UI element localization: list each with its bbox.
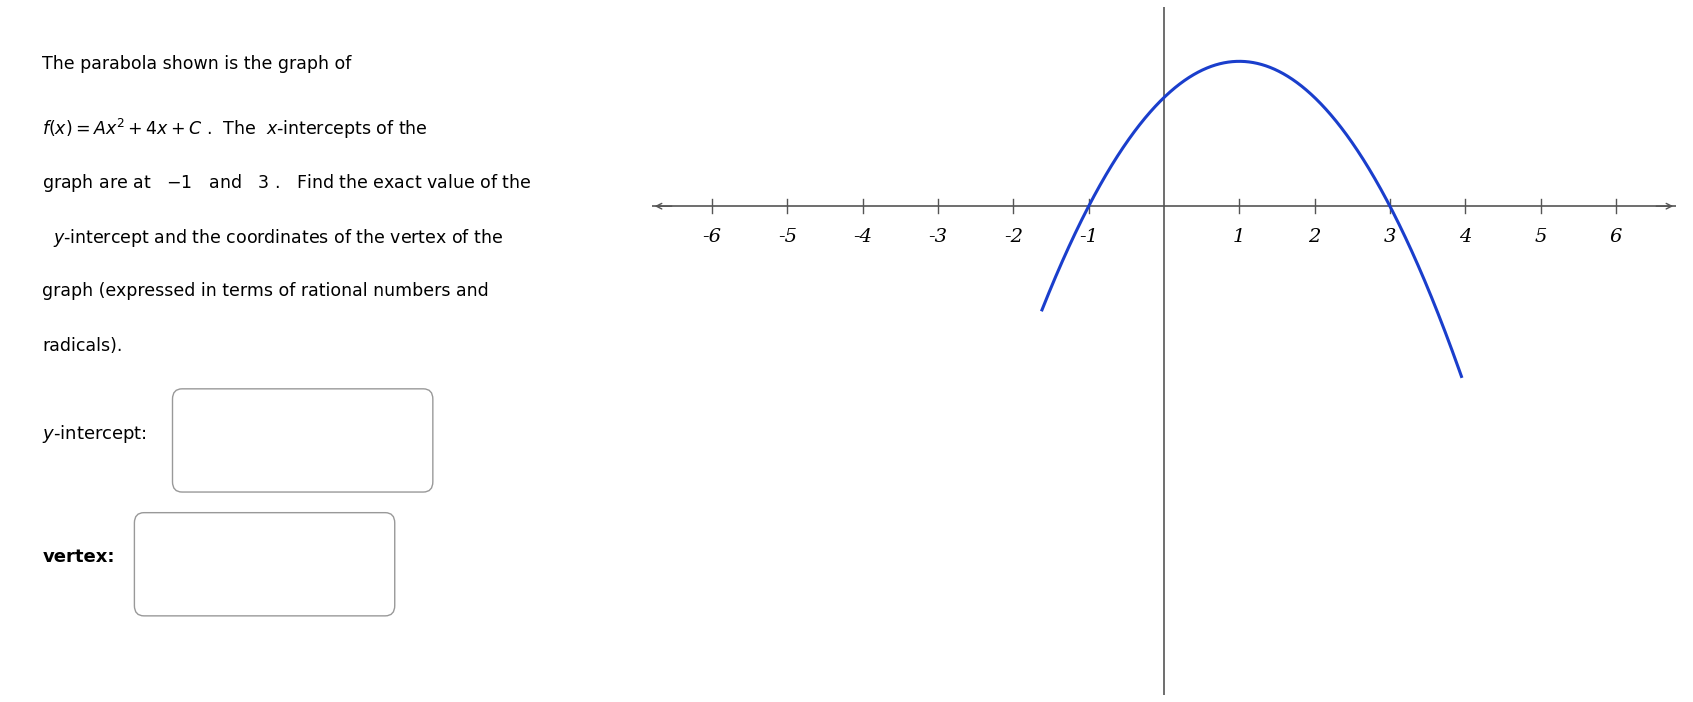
Text: -2: -2 <box>1004 228 1023 246</box>
Text: -1: -1 <box>1078 228 1099 246</box>
Text: $y$-intercept and the coordinates of the vertex of the: $y$-intercept and the coordinates of the… <box>42 227 503 249</box>
Text: $y$-intercept:: $y$-intercept: <box>42 423 147 444</box>
Text: radicals).: radicals). <box>42 337 122 355</box>
Text: graph are at   $-1$   and   $3$ .   Find the exact value of the: graph are at $-1$ and $3$ . Find the exa… <box>42 172 532 194</box>
Text: 3: 3 <box>1383 228 1397 246</box>
Text: 6: 6 <box>1610 228 1622 246</box>
Text: -3: -3 <box>928 228 948 246</box>
Text: 5: 5 <box>1534 228 1547 246</box>
Text: -4: -4 <box>853 228 872 246</box>
Text: vertex:: vertex: <box>42 548 115 567</box>
Text: -6: -6 <box>703 228 721 246</box>
Text: 4: 4 <box>1459 228 1471 246</box>
Text: 1: 1 <box>1233 228 1246 246</box>
FancyBboxPatch shape <box>134 512 394 616</box>
Text: $f(x) = Ax^2 + 4x + C$ .  The  $x$-intercepts of the: $f(x) = Ax^2 + 4x + C$ . The $x$-interce… <box>42 117 428 141</box>
FancyBboxPatch shape <box>173 389 433 492</box>
Text: The parabola shown is the graph of: The parabola shown is the graph of <box>42 55 352 73</box>
Text: -5: -5 <box>779 228 797 246</box>
Text: graph (expressed in terms of rational numbers and: graph (expressed in terms of rational nu… <box>42 282 489 300</box>
Text: 2: 2 <box>1309 228 1321 246</box>
